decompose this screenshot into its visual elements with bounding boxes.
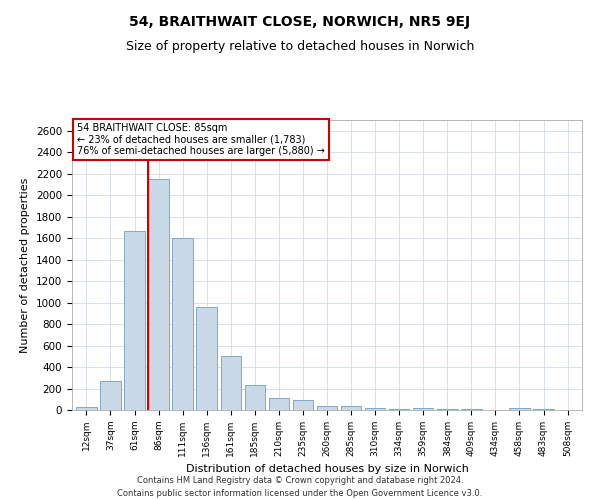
Bar [100,381,121,410]
Text: 54, BRAITHWAIT CLOSE, NORWICH, NR5 9EJ: 54, BRAITHWAIT CLOSE, NORWICH, NR5 9EJ [130,15,470,29]
Text: Size of property relative to detached houses in Norwich: Size of property relative to detached ho… [126,40,474,53]
Bar [196,307,217,410]
Bar [389,409,409,410]
Bar [293,400,313,410]
Bar [172,238,193,410]
Text: Contains HM Land Registry data © Crown copyright and database right 2024.: Contains HM Land Registry data © Crown c… [137,476,463,485]
Bar [365,408,385,410]
Bar [221,356,241,410]
Text: Contains public sector information licensed under the Open Government Licence v3: Contains public sector information licen… [118,488,482,498]
Bar [509,408,530,410]
Bar [269,398,289,410]
Bar [437,409,458,410]
Bar [124,230,145,410]
Bar [76,408,97,410]
Bar [245,385,265,410]
Bar [148,179,169,410]
Text: 54 BRAITHWAIT CLOSE: 85sqm
← 23% of detached houses are smaller (1,783)
76% of s: 54 BRAITHWAIT CLOSE: 85sqm ← 23% of deta… [77,123,325,156]
Y-axis label: Number of detached properties: Number of detached properties [20,178,31,352]
Bar [341,406,361,410]
X-axis label: Distribution of detached houses by size in Norwich: Distribution of detached houses by size … [185,464,469,474]
Bar [317,406,337,410]
Bar [413,408,433,410]
